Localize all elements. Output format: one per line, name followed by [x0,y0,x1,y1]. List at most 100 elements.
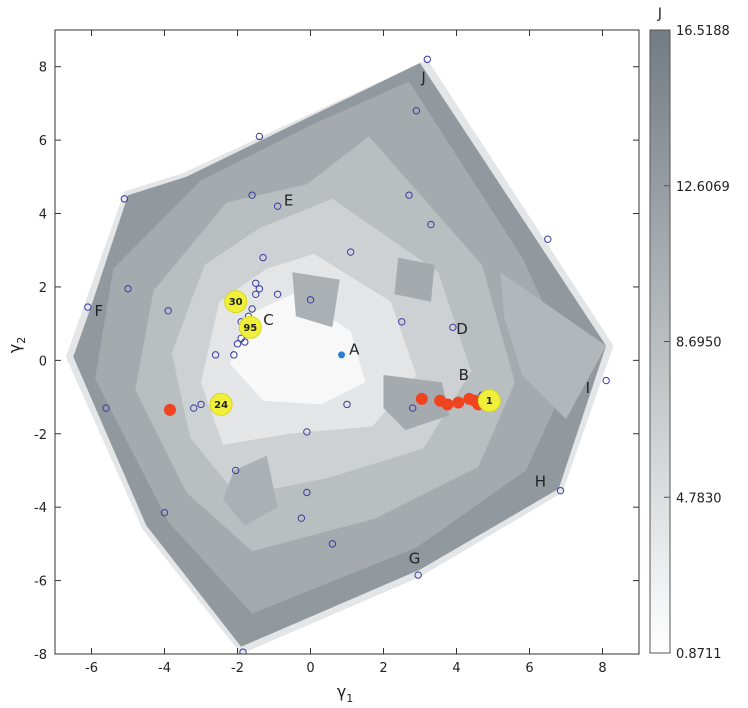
sample-point-25 [241,338,249,346]
sample-point-6 [405,191,413,199]
y-tick-label-0: -8 [34,648,47,663]
highlight-label-2: 24 [214,400,228,411]
reference-point [338,351,346,359]
path-point-3 [441,398,454,411]
y-tick-label-3: -2 [34,428,47,443]
colorbar-tick-label-4: 0.8711 [676,647,722,662]
path-point-4 [452,396,465,409]
sample-point-41 [556,486,565,495]
sample-point-42 [160,508,169,517]
x-axis-label: γ1 [337,682,353,705]
sample-point-14 [252,290,260,298]
x-axis-label-text: γ [337,682,346,701]
path-point-0 [163,403,176,416]
sample-point-33 [197,400,205,409]
sample-point-1 [412,107,421,115]
x-tick-label-1: -4 [158,661,171,676]
colorbar-tick-label-2: 8.6950 [676,336,722,351]
sample-point-32 [102,404,110,412]
colorbar-tick-label-0: 16.5188 [676,24,730,39]
annotation-d: D [456,320,468,338]
sample-point-18 [164,307,172,315]
contour-patch-3 [394,257,435,302]
x-tick-label-6: 6 [525,661,533,676]
sample-point-8 [544,235,552,243]
y-axis-label: γ2 [5,337,28,353]
highlight-marker-0 [224,290,248,314]
contour-patch-4 [383,375,450,431]
plot-frame [54,29,640,655]
x-tick-label-2: -2 [231,661,244,676]
sample-point-27 [449,323,457,332]
sample-point-43 [297,514,306,522]
x-tick-label-4: 2 [379,661,387,676]
sample-point-44 [328,540,337,548]
annotation-e: E [284,192,293,210]
annotation-h: H [535,472,546,490]
sample-point-12 [252,279,260,287]
sample-point-39 [231,466,240,475]
sample-point-17 [84,303,92,311]
annotation-f: F [94,302,103,320]
colorbar-ticks: 16.5188 12.6069 8.6950 4.7830 0.8711 [664,24,730,662]
y-tick-label-1: -6 [34,575,47,590]
annotation-i: I [586,379,590,397]
sample-point-4 [248,191,256,199]
y-tick-label-2: -4 [34,501,47,516]
y-tick-label-5: 2 [39,281,47,296]
sample-point-15 [273,290,282,298]
y-tick-label-6: 4 [39,208,47,223]
x-axis: -6 -4 -2 0 2 4 6 8 [85,30,607,676]
sample-point-24 [233,340,242,348]
sample-point-3 [120,195,129,203]
x-tick-label-5: 4 [452,661,460,676]
annotation-b: B [459,366,469,384]
sample-point-11 [124,285,132,293]
markers: 30 95 24 1 [84,55,610,654]
sample-point-13 [255,285,264,293]
colorbar-label: J [657,6,662,22]
sample-point-10 [259,253,267,262]
contour-patch-2 [292,272,340,328]
x-tick-label-0: -6 [85,661,98,676]
y-tick-label-8: 8 [39,61,47,76]
sample-point-16 [306,296,315,304]
sample-point-36 [343,400,351,409]
highlight-marker-3 [477,389,501,413]
sample-point-0 [423,55,431,64]
highlight-label-3: 1 [486,396,493,407]
sample-point-31 [602,376,610,385]
x-tick-label-3: 0 [306,661,314,676]
sample-point-40 [303,488,311,497]
point-labels: A B C D E F G H I J [94,69,590,568]
sample-point-37 [409,404,417,412]
sample-point-29 [230,351,238,359]
sample-point-7 [427,220,435,229]
highlight-marker-2 [209,392,233,416]
sample-point-28 [211,351,220,359]
x-tick-label-7: 8 [598,661,606,676]
sample-point-26 [398,318,406,326]
highlight-label-0: 30 [229,297,243,308]
sample-point-5 [273,202,282,210]
y-tick-label-4: 0 [39,354,47,369]
colorbar-tick-label-1: 12.6069 [676,180,730,195]
sample-point-19 [248,305,256,313]
path-point-1 [415,392,428,405]
annotation-j: J [420,69,425,87]
sample-point-34 [190,404,198,412]
annotation-g: G [409,550,421,568]
annotation-a: A [349,340,360,358]
y-tick-label-7: 6 [39,134,47,149]
highlight-label-1: 95 [243,323,257,334]
sample-point-9 [346,248,355,256]
sample-point-45 [414,571,422,579]
contour-patch-0 [500,272,607,420]
sample-point-2 [255,132,264,141]
highlight-marker-1 [238,315,262,339]
colorbar: J 16.5188 12.6069 8.6950 4.7830 0.8711 [649,6,730,662]
colorbar-tick-label-3: 4.7830 [676,491,722,506]
